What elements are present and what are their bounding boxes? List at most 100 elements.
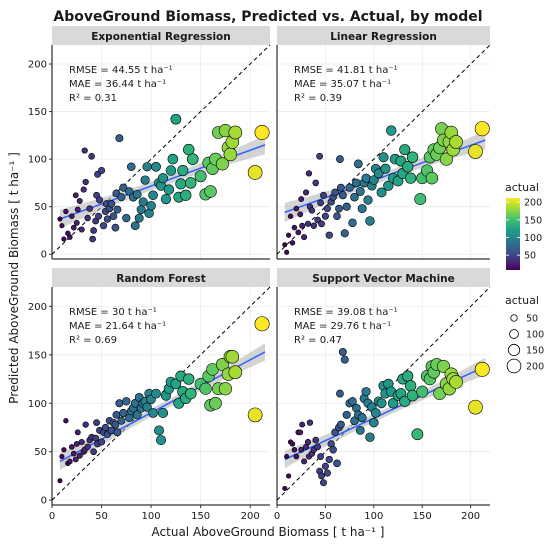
data-point [157,173,169,184]
data-point [76,197,83,204]
data-point [184,177,197,189]
data-point [284,249,290,255]
stat-label: R² = 0.39 [294,93,342,104]
data-point [76,452,83,459]
data-point [333,212,341,221]
data-point [122,213,131,223]
data-point [319,191,327,199]
y-tick-label: 50 [34,447,47,458]
data-point [117,193,126,202]
data-point [59,454,65,460]
data-point [331,188,339,197]
data-point [57,478,63,484]
data-point [72,456,79,463]
data-point [378,152,389,163]
data-point [81,147,88,154]
data-point [215,157,229,171]
facet-strip-label: Linear Regression [330,31,437,43]
data-point [98,167,106,175]
data-point [95,212,103,220]
data-point [323,205,331,213]
size-legend-label: 200 [526,362,544,373]
data-point [357,204,367,214]
facet-strip-label: Exponential Regression [91,31,231,43]
data-point [383,180,394,191]
data-point [350,192,359,202]
data-point [247,407,263,423]
data-point [348,218,357,228]
data-point [474,121,490,137]
data-point [84,214,91,222]
data-point [295,229,302,236]
facet-strip-label: Support Vector Machine [312,273,455,285]
data-point [308,207,316,214]
data-point [293,453,300,460]
data-point [109,212,118,221]
data-point [416,385,429,398]
y-tick-label: 150 [28,350,47,361]
data-point [402,161,414,173]
data-point [291,447,298,453]
data-point [338,191,347,200]
data-point [342,202,351,211]
data-point [61,236,67,242]
data-point [361,173,371,183]
data-point [291,224,298,231]
x-tick-label: 50 [95,511,108,522]
stat-label: R² = 0.69 [69,335,117,346]
data-point [338,347,347,356]
data-point [225,349,240,364]
data-point [218,382,233,396]
x-tick-label: 50 [319,511,332,522]
x-tick-label: 200 [241,511,260,522]
data-point [98,438,106,446]
data-point [127,162,136,172]
data-point [298,196,305,202]
y-tick-label: 150 [28,107,47,118]
stat-label: RMSE = 39.08 t ha⁻¹ [294,307,398,318]
data-point [352,178,361,188]
x-tick-label: 0 [49,511,55,522]
data-point [380,163,391,174]
data-point [117,416,126,425]
data-point [355,425,365,435]
data-point [369,175,379,185]
data-point [345,183,354,192]
data-point [399,144,411,156]
data-point [67,458,73,465]
data-point [119,408,128,418]
data-point [355,187,365,196]
data-point [74,206,81,213]
data-point [70,224,77,231]
data-point [209,396,222,410]
data-point [199,382,212,395]
data-point [151,161,161,172]
data-point [318,220,325,228]
data-point [184,387,197,400]
data-point [317,199,324,207]
facet-strip [52,26,270,45]
x-axis-label: Actual AboveGround Biomass [ t ha⁻¹ ] [152,525,385,539]
data-point [370,408,381,418]
data-point [325,455,333,464]
data-point [69,444,75,450]
size-legend-key [507,343,521,357]
data-point [96,196,104,204]
stat-label: R² = 0.31 [69,93,117,104]
data-point [357,413,367,423]
chart-title: AboveGround Biomass, Predicted vs. Actua… [53,9,482,25]
data-point [305,170,313,177]
data-point [223,147,238,162]
data-point [154,425,164,436]
data-point [314,443,321,451]
data-point [336,420,345,429]
y-tick-label: 100 [28,155,47,166]
data-point [335,204,343,213]
data-point [286,473,292,479]
color-bar-label: 50 [524,251,536,262]
data-point [101,423,110,432]
data-point [342,410,351,419]
data-point [284,454,290,460]
x-tick-label: 100 [142,511,161,522]
data-point [107,200,116,208]
